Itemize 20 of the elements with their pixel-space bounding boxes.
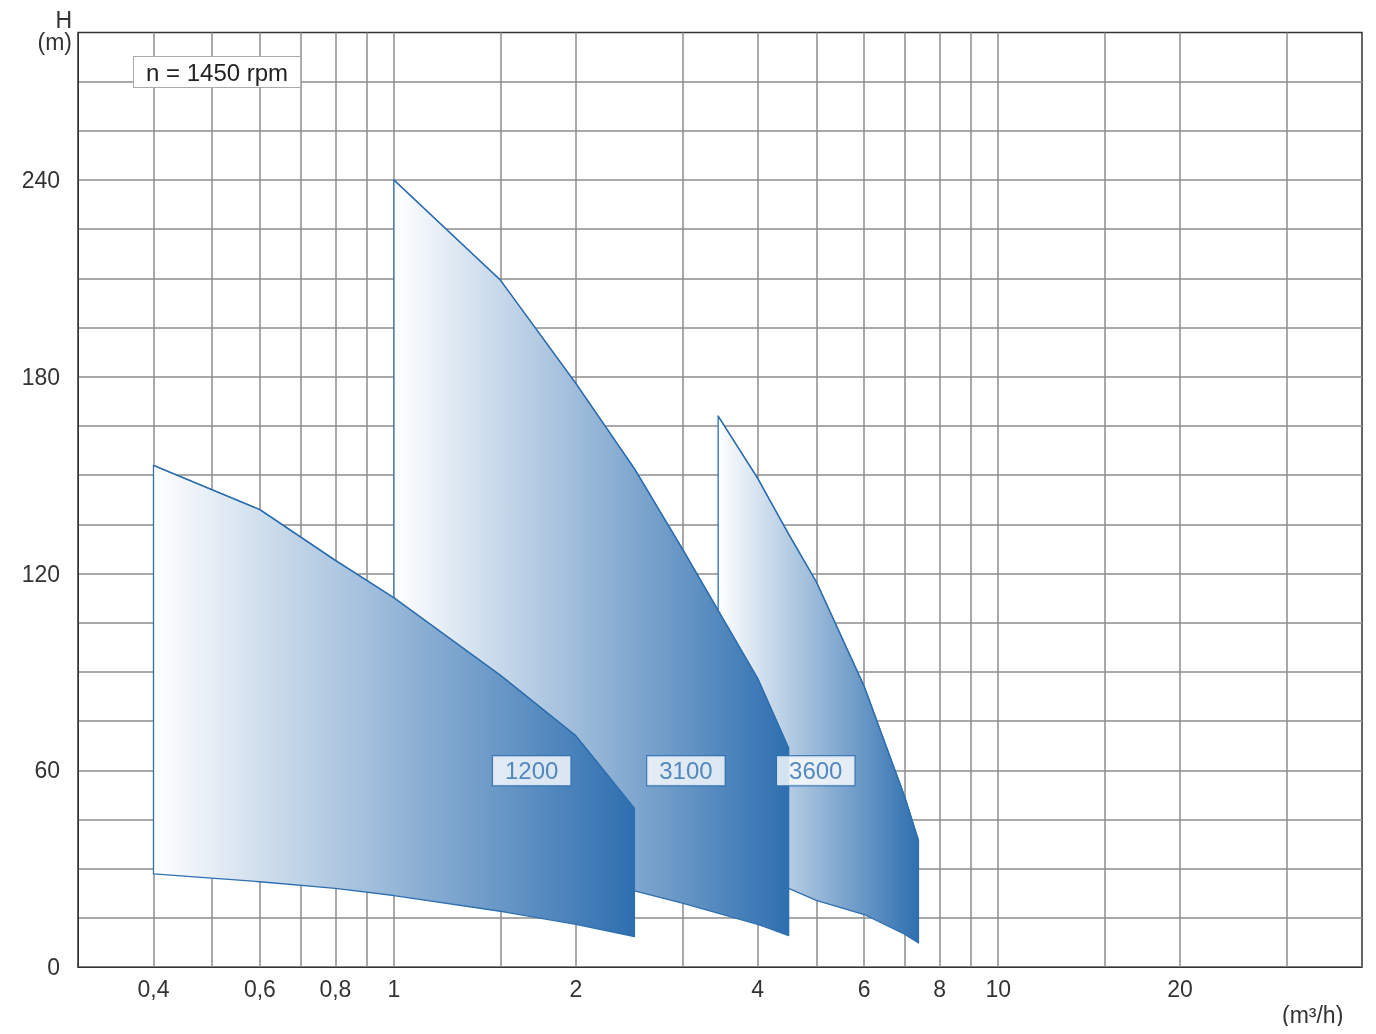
x-tick-label: 0,4 xyxy=(137,975,170,1002)
x-tick-label: 6 xyxy=(857,975,871,1002)
text: 3100 xyxy=(659,757,713,785)
y-tick-label: 180 xyxy=(21,363,60,390)
x-tick-label: 0,8 xyxy=(319,975,352,1002)
x-tick-label: 8 xyxy=(933,975,947,1002)
series-label: 1200 xyxy=(504,757,559,785)
y-tick-label: 120 xyxy=(21,560,60,587)
y-tick-label: 0 xyxy=(47,954,60,980)
x-tick-label: 2 xyxy=(569,975,583,1002)
x-tick-label: 1 xyxy=(387,975,401,1002)
x-tick-label: 10 xyxy=(985,975,1011,1002)
y-tick-label: 60 xyxy=(34,757,60,784)
y-axis-title: H (m) xyxy=(37,6,72,55)
x-tick-label: 0,6 xyxy=(243,975,276,1002)
x-tick-label: 4 xyxy=(751,975,765,1002)
y-tick-label: 240 xyxy=(21,167,60,194)
annotation: n = 1450 rpm xyxy=(146,58,289,86)
series-label: 3600 xyxy=(789,757,843,785)
x-tick-label: 20 xyxy=(1167,975,1193,1002)
